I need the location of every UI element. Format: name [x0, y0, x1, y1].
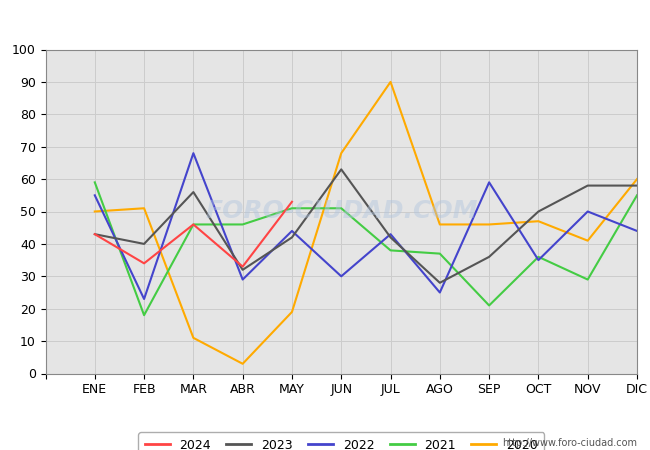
- Text: Matriculaciones de Vehiculos en Tomares: Matriculaciones de Vehiculos en Tomares: [140, 14, 510, 33]
- Legend: 2024, 2023, 2022, 2021, 2020: 2024, 2023, 2022, 2021, 2020: [138, 432, 544, 450]
- Text: http://www.foro-ciudad.com: http://www.foro-ciudad.com: [502, 438, 637, 448]
- Text: FORO-CIUDAD.COM: FORO-CIUDAD.COM: [205, 199, 478, 224]
